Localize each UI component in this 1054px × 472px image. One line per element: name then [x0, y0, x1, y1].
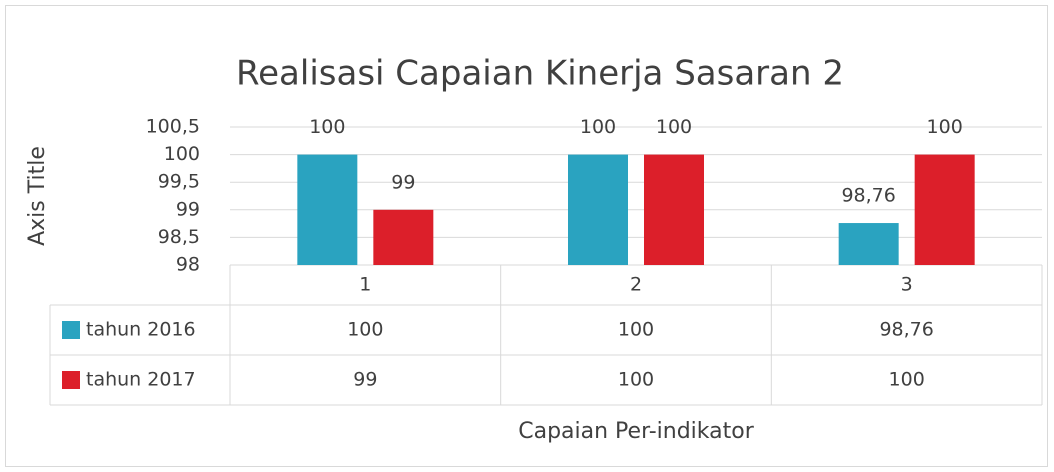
data-label: 99: [391, 171, 415, 193]
table-cell: 100: [618, 369, 654, 391]
table-cell: 98,76: [879, 319, 933, 341]
x-tick-label: 1: [359, 274, 371, 296]
chart-title: Realisasi Capaian Kinerja Sasaran 2: [236, 54, 844, 94]
y-tick-label: 100,5: [146, 116, 200, 138]
y-tick-label: 99: [176, 198, 200, 220]
x-axis-title: Capaian Per-indikator: [518, 419, 754, 444]
data-label: 98,76: [841, 185, 895, 207]
table-cell: 100: [889, 369, 925, 391]
legend-label: tahun 2016: [86, 319, 196, 341]
bar: [838, 223, 899, 265]
table-cell: 100: [618, 319, 654, 341]
legend-key: [62, 321, 80, 339]
bar: [297, 154, 358, 265]
bar: [644, 154, 704, 265]
y-tick-label: 100: [164, 143, 200, 165]
table-cell: 99: [353, 369, 377, 391]
bar: [373, 209, 434, 265]
data-label: 100: [656, 116, 692, 138]
table-cell: 100: [347, 319, 383, 341]
data-label: 100: [927, 116, 963, 138]
bar: [914, 154, 975, 265]
y-tick-label: 98: [176, 254, 200, 276]
bar: [568, 154, 628, 265]
x-tick-label: 2: [630, 274, 642, 296]
y-tick-label: 99,5: [158, 171, 200, 193]
data-label: 100: [580, 116, 616, 138]
y-axis-title: Axis Title: [25, 146, 50, 246]
data-label: 100: [309, 116, 345, 138]
legend-key: [62, 371, 80, 389]
y-tick-label: 98,5: [158, 226, 200, 248]
legend-label: tahun 2017: [86, 369, 196, 391]
x-tick-label: 3: [901, 274, 913, 296]
